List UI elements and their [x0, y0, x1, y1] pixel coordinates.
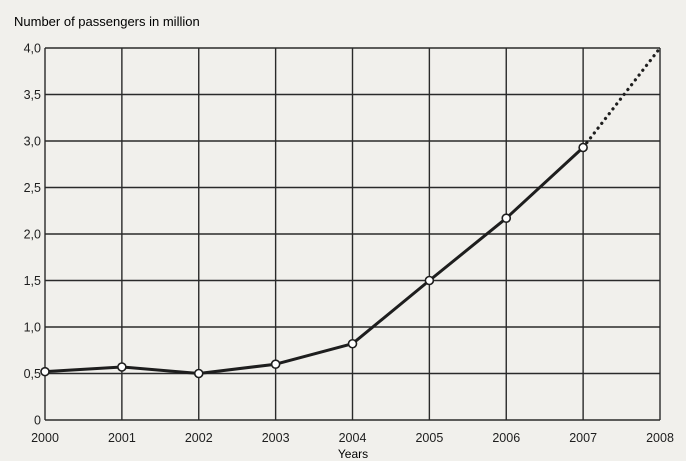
data-markers	[40, 142, 588, 379]
x-tick-label: 2007	[569, 431, 597, 445]
grid-lines	[44, 47, 661, 421]
y-tick-label: 3,0	[24, 135, 41, 149]
y-tick-label: 1,0	[24, 321, 41, 335]
data-point-marker	[270, 359, 281, 370]
x-tick-label: 2005	[415, 431, 443, 445]
data-point-marker	[117, 362, 127, 372]
y-tick-label: 2,5	[24, 181, 41, 195]
y-tick-labels: 0 0,5 1,0 1,5 2,0 2,5 3,0 3,5 4,0	[24, 42, 41, 428]
data-point-marker	[347, 338, 358, 349]
x-tick-label: 2002	[185, 431, 213, 445]
x-tick-labels: 2000 2001 2002 2003 2004 2005 2006 2007 2008	[31, 431, 674, 445]
x-tick-label: 2001	[108, 431, 136, 445]
x-tick-label: 2004	[339, 431, 367, 445]
y-axis-title: Number of passengers in million	[14, 14, 200, 29]
x-tick-label: 2008	[646, 431, 674, 445]
y-tick-label: 2,0	[24, 228, 41, 242]
y-tick-label: 0,5	[24, 367, 41, 381]
data-point-marker	[424, 275, 435, 286]
x-tick-label: 2006	[492, 431, 520, 445]
y-tick-label: 3,5	[24, 88, 41, 102]
data-point-marker	[40, 366, 50, 377]
series-line-solid	[44, 146, 585, 375]
series-lines	[44, 46, 662, 375]
y-tick-label: 1,5	[24, 274, 41, 288]
data-point-marker	[578, 142, 588, 153]
x-tick-label: 2000	[31, 431, 59, 445]
projection-line-dotted	[581, 46, 662, 150]
data-point-marker	[501, 213, 512, 223]
x-axis-title: Years	[338, 447, 368, 461]
y-tick-label: 4,0	[24, 42, 41, 56]
data-point-marker	[193, 368, 204, 379]
x-tick-label: 2003	[262, 431, 290, 445]
y-tick-label: 0	[34, 414, 41, 428]
